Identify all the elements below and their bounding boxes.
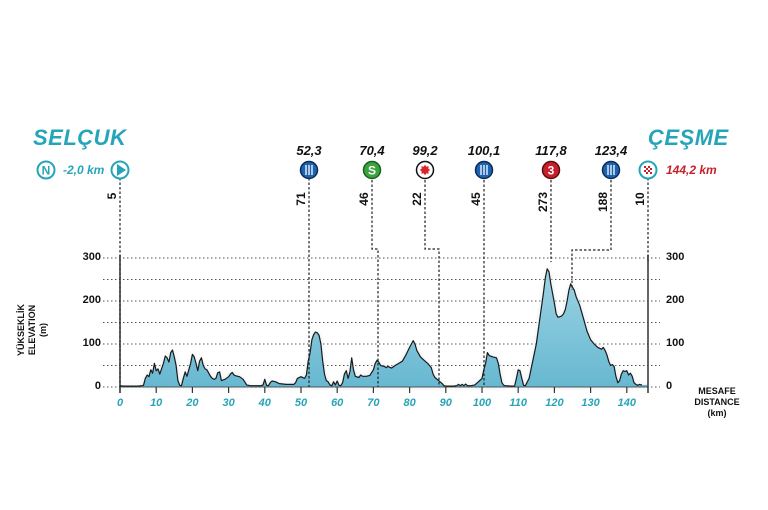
sprint-s-letter: S: [368, 164, 376, 178]
marker-km-label: 70,4: [359, 143, 385, 158]
y-tick-label-left: 300: [82, 251, 101, 263]
x-tick-label: 50: [294, 397, 308, 409]
checkered-square: [648, 166, 650, 168]
checkered-square: [650, 168, 652, 170]
x-tick-label: 20: [186, 397, 199, 409]
kom-3-label: 3: [548, 164, 555, 178]
checkered-square: [644, 166, 646, 168]
neutral-km-label: -2,0 km: [63, 163, 105, 177]
x-tick-label: 120: [545, 397, 564, 409]
y-tick-label-right: 300: [666, 251, 685, 263]
x-tick-label: 110: [509, 397, 527, 409]
profile-outline: [119, 268, 642, 387]
x-tick-label: 90: [439, 397, 452, 409]
marker-km-label: 123,4: [594, 143, 628, 158]
y-tick-label-right: 0: [666, 380, 673, 392]
x-axis-title-tr: MESAFE: [698, 386, 736, 396]
neutral-start-icon: [36, 160, 56, 180]
x-tick-label: 60: [331, 397, 344, 409]
play-triangle-icon: [117, 164, 126, 176]
sprint-s-icon: [362, 160, 382, 180]
checkered-square: [644, 170, 646, 172]
y-tick-label-right: 200: [666, 294, 685, 306]
kom-3-icon: [541, 160, 561, 180]
leader-line: [571, 180, 612, 290]
y-axis-title-unit: (m): [38, 323, 48, 337]
x-axis-title: MESAFE DISTANCE (km): [682, 386, 752, 419]
profile-fill: [120, 268, 648, 387]
marker-km-label: 99,2: [412, 143, 438, 158]
y-axis-title-tr: YÜKSEKLİK: [16, 304, 26, 357]
x-axis-title-en: DISTANCE: [694, 397, 740, 407]
checkered-square: [646, 172, 648, 174]
x-axis-title-unit: (km): [707, 408, 727, 418]
y-axis-title: YÜKSEKLİK ELEVATION (m): [16, 290, 48, 370]
leader-line: [371, 180, 379, 387]
x-tick-label: 80: [403, 397, 416, 409]
x-tick-label: 40: [258, 397, 271, 409]
x-tick-label: 130: [581, 397, 600, 409]
y-tick-label-right: 100: [666, 337, 685, 349]
marker-km-label: 117,8: [535, 143, 567, 158]
red-burst-icon: [419, 164, 431, 176]
x-tick-label: 10: [150, 397, 163, 409]
start-city-label: SELÇUK: [33, 125, 127, 150]
finish-km-label: 144,2 km: [666, 163, 717, 177]
checkered-square: [648, 170, 650, 172]
y-tick-label-left: 100: [82, 337, 101, 349]
marker-km-label: 52,3: [296, 143, 322, 158]
x-tick-label: 140: [617, 397, 636, 409]
checkered-square: [650, 172, 652, 174]
y-axis-title-en: ELEVATION: [27, 305, 37, 355]
checkered-square: [646, 168, 648, 170]
x-tick-label: 100: [472, 397, 492, 409]
x-tick-label: 0: [116, 397, 124, 409]
neutral-start-letter: N: [42, 164, 51, 178]
y-axis-title-svg: YÜKSEKLİK ELEVATION (m): [16, 304, 48, 357]
finish-city-label: ÇEŞME: [648, 125, 729, 150]
y-tick-label-left: 0: [94, 380, 101, 392]
marker-km-label: 100,1: [467, 143, 501, 158]
y-tick-label-left: 200: [82, 294, 101, 306]
x-tick-label: 30: [222, 397, 235, 409]
x-tick-label: 70: [367, 397, 380, 409]
leader-line: [424, 180, 440, 387]
